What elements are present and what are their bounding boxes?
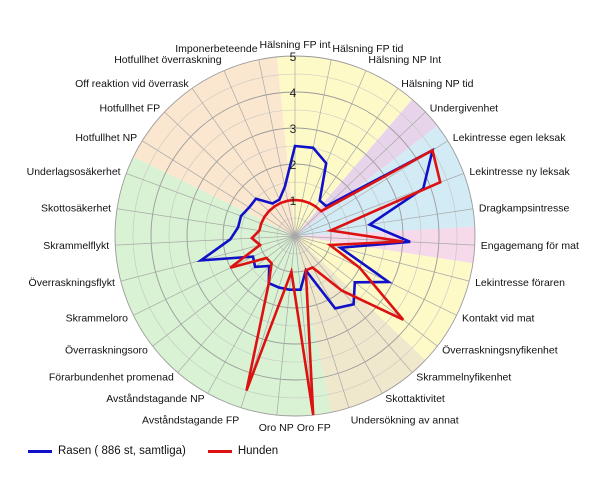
grid-spoke [142, 140, 296, 237]
tick-label: 1 [290, 194, 297, 208]
sector-0 [276, 56, 413, 237]
grid-spoke [152, 235, 296, 347]
legend-label-breed: Rasen ( 886 st, samtliga) [58, 445, 186, 457]
axis-label: Överraskningsnyfikenhet [442, 344, 558, 356]
sector-6 [115, 156, 332, 416]
grid-spoke [294, 235, 383, 394]
axis-label: Undersökning av annat [351, 415, 459, 427]
sector-2 [295, 125, 475, 236]
axis-label: Avståndstagande FP [142, 415, 239, 427]
grid-spoke [294, 88, 399, 237]
grid-spoke [294, 235, 438, 347]
grid-spoke [126, 173, 296, 237]
axis-label: Hotfullhet FP [99, 102, 160, 114]
axis-label: Undergivenhet [430, 102, 498, 114]
axis-label: Underlagsosäkerhet [27, 166, 121, 178]
series-lines [196, 144, 442, 416]
axis-label: Dragkampsintresse [479, 202, 570, 214]
axis-label: Skottaktivitet [385, 393, 445, 405]
tick-labels: 1 2 3 4 5 [290, 50, 297, 208]
series-line-1 [229, 148, 442, 416]
grid-spoke [191, 88, 296, 237]
legend-item-breed: Rasen ( 886 st, samtliga) [28, 445, 186, 457]
axis-label: Off reaktion vid överrask [75, 78, 189, 90]
grid-spoke [117, 208, 296, 237]
axis-label: Hotfullhet NP [75, 132, 137, 144]
axis-label: Överraskningsflykt [29, 277, 115, 289]
grid-spoke [133, 235, 296, 316]
axis-label: Hälsning FP int [259, 39, 330, 51]
grid-spoke [276, 235, 296, 416]
grid-spoke [207, 235, 296, 394]
axis-label: Imponerbeteende [175, 43, 257, 55]
grid-spoke [177, 235, 296, 373]
axis-label: Skrammelflykt [43, 240, 109, 252]
legend: Rasen ( 886 st, samtliga) Hunden [28, 445, 300, 457]
grid-spoke [294, 235, 350, 408]
sector-7 [133, 56, 295, 236]
axis-label: Hälsning FP tid [332, 43, 403, 55]
axis-label: Engagemang för mat [481, 240, 579, 252]
axis-label: Skottosäkerhet [41, 202, 111, 214]
legend-swatch-breed [28, 449, 52, 453]
grid [114, 55, 476, 417]
grid-spoke [294, 235, 475, 246]
axis-label: Förarbundenhet promenad [49, 372, 174, 384]
axis-label: Skrammeloro [66, 312, 129, 324]
axis-label: Avståndstagande NP [106, 393, 204, 405]
legend-swatch-dog [207, 449, 232, 453]
legend-label-dog: Hunden [237, 445, 279, 457]
axis-label: Överraskningsoro [65, 344, 148, 356]
grid-spoke [223, 70, 296, 237]
axis-label: Oro FP [297, 422, 331, 434]
grid-spoke [164, 111, 296, 237]
grid-spoke [120, 235, 296, 282]
axis-label: Hälsning NP Int [368, 54, 441, 66]
grid-spoke [294, 70, 367, 237]
axis-label: Lekintresse föraren [475, 277, 565, 289]
grid-spoke [258, 59, 296, 237]
grid-spoke [294, 208, 473, 237]
grid-spoke [294, 235, 470, 282]
axis-label: Oro NP [259, 422, 294, 434]
grid-spoke [294, 235, 314, 416]
axis-label: Lekintresse egen leksak [453, 132, 566, 144]
tick-label: 5 [290, 50, 297, 64]
grid-spoke [294, 111, 426, 237]
axis-label: Lekintresse ny leksak [469, 166, 570, 178]
tick-label: 3 [290, 122, 297, 136]
tick-label: 2 [290, 158, 297, 172]
legend-item-dog: Hunden [207, 445, 279, 457]
axis-label: Hälsning NP tid [401, 78, 473, 90]
tick-label: 4 [290, 86, 297, 100]
grid-spoke [294, 235, 457, 316]
grid-spoke [115, 235, 296, 246]
axis-label: Hotfullhet överraskning [114, 54, 222, 66]
axis-label: Kontakt vid mat [462, 312, 534, 324]
axis-label: Skrammelnyfikenhet [416, 372, 511, 384]
